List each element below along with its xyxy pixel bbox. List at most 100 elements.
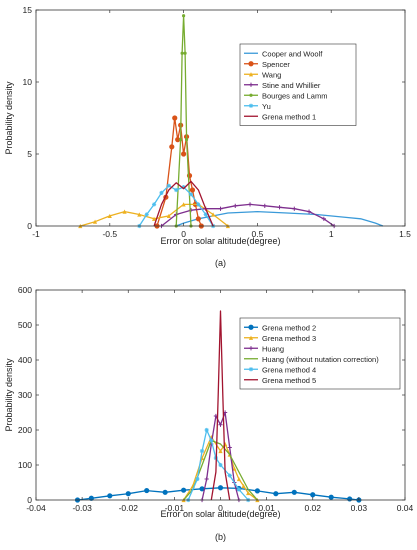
data-point — [236, 476, 242, 482]
data-point — [107, 493, 113, 499]
data-point — [107, 213, 112, 219]
legend-label: Spencer — [262, 60, 290, 69]
data-point — [182, 14, 186, 18]
data-point — [203, 212, 208, 217]
data-point — [218, 206, 223, 211]
data-point — [254, 488, 260, 494]
data-point — [144, 212, 149, 217]
legend-label: Grena method 2 — [262, 323, 316, 332]
data-point — [292, 206, 297, 211]
data-point — [151, 216, 157, 221]
data-point — [246, 490, 251, 496]
data-point — [169, 144, 175, 150]
data-point — [233, 203, 238, 208]
x-tick-label: 1 — [329, 229, 334, 239]
data-point — [174, 187, 179, 193]
data-point — [183, 51, 187, 55]
y-tick-label: 300 — [18, 390, 32, 400]
data-point — [166, 183, 171, 188]
y-tick-label: 10 — [23, 77, 33, 87]
y-tick-label: 100 — [18, 460, 32, 470]
y-axis-label: Probability density — [4, 358, 14, 432]
data-point — [125, 491, 131, 497]
y-tick-label: 15 — [23, 5, 33, 15]
series-line-6 — [153, 180, 214, 227]
x-tick-label: -1 — [32, 229, 40, 239]
data-point — [262, 203, 267, 208]
y-tick-label: 500 — [18, 320, 32, 330]
data-point — [144, 487, 150, 494]
data-point — [236, 487, 242, 492]
data-point — [209, 438, 214, 443]
data-point — [189, 187, 196, 193]
legend-label: Cooper and Woolf — [262, 49, 323, 58]
axes-frame — [35, 9, 406, 227]
legend-label: Huang — [262, 344, 284, 353]
x-tick-label: -0.5 — [102, 229, 117, 239]
series-line-5 — [210, 310, 231, 501]
legend-label: Grena method 1 — [262, 112, 316, 121]
data-point — [241, 483, 246, 489]
data-point — [217, 485, 224, 491]
data-point — [166, 213, 171, 219]
series-line-3 — [161, 203, 335, 227]
series-line-4 — [175, 15, 192, 227]
data-point — [310, 492, 316, 498]
data-point — [204, 476, 209, 482]
x-tick-label: -0.03 — [72, 503, 92, 513]
legend-label: Stine and Whillier — [262, 81, 321, 90]
data-point — [204, 427, 209, 433]
y-tick-label: 0 — [27, 495, 32, 505]
data-point — [196, 202, 201, 207]
y-tick-label: 200 — [18, 425, 32, 435]
x-tick-label: 1.5 — [399, 229, 411, 239]
figure-caption: (a) — [215, 258, 226, 268]
x-tick-label: -0.01 — [165, 503, 185, 513]
chart-panel-a: -1 -0.5 0 0.5 1 1.5 0 5 10 15 Error on solar altit… — [4, 5, 411, 268]
data-point — [180, 51, 184, 55]
data-point — [181, 185, 186, 190]
legend-marker — [248, 335, 254, 340]
legend-marker — [248, 346, 254, 351]
data-point — [218, 448, 223, 454]
data-point — [211, 212, 216, 217]
data-point — [273, 491, 279, 497]
series-line-4 — [187, 429, 249, 501]
legend-marker — [248, 103, 254, 108]
y-tick-label: 0 — [27, 221, 32, 231]
data-point — [137, 212, 142, 217]
data-point — [195, 216, 201, 222]
legend-label: Grena method 5 — [262, 376, 316, 385]
x-axis-label: Error on solar altitude(degree) — [160, 236, 280, 246]
data-point — [92, 219, 98, 224]
figure-caption: (b) — [215, 532, 226, 542]
x-tick-label: 0.04 — [397, 503, 414, 513]
legend-marker — [248, 82, 254, 87]
data-point — [291, 489, 297, 495]
x-tick-label: -0.04 — [26, 503, 46, 513]
data-point — [159, 190, 164, 195]
data-point — [218, 422, 223, 427]
data-point — [172, 115, 178, 121]
data-point — [306, 209, 312, 214]
data-point — [162, 489, 168, 495]
data-point — [277, 205, 282, 210]
chart-panel-b: -0.04 -0.03 -0.02 -0.01 0 0.01 0.02 0.03 0.04 0 10… — [4, 285, 414, 542]
x-tick-label: -0.02 — [119, 503, 139, 513]
legend-label: Grena method 3 — [262, 334, 316, 343]
legend-marker — [248, 72, 254, 77]
legend-marker — [248, 324, 254, 330]
data-point — [179, 138, 183, 142]
data-point — [188, 192, 194, 197]
data-point — [218, 462, 223, 468]
data-point — [151, 202, 157, 207]
legend-marker — [249, 93, 253, 97]
x-tick-label: 0 — [218, 503, 223, 513]
y-tick-label: 5 — [27, 149, 32, 159]
y-tick-label: 400 — [18, 355, 32, 365]
legend-marker — [248, 61, 254, 67]
data-point — [184, 138, 189, 142]
data-point — [328, 494, 334, 500]
legend-label: Grena method 4 — [262, 365, 316, 374]
data-point — [227, 445, 232, 450]
